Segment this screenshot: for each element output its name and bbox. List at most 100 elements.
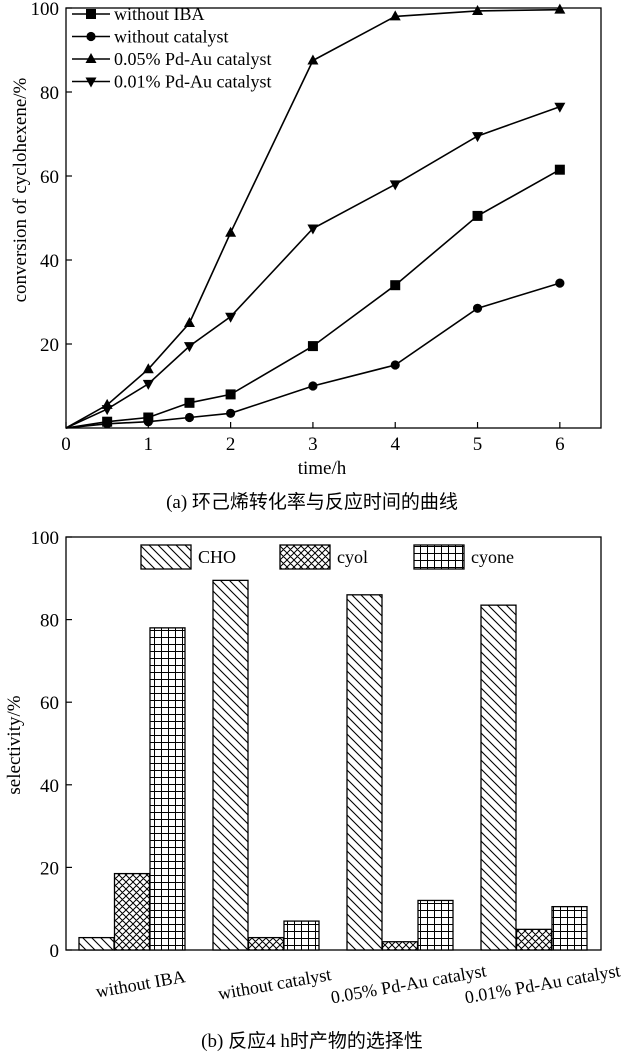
y-tick-label: 40: [40, 251, 59, 272]
series-circle: [65, 278, 565, 429]
y-tick-label: 80: [40, 611, 59, 632]
legend-label: without IBA: [114, 4, 205, 24]
x-tick-label: 0: [61, 434, 71, 455]
y-tick-label: 40: [40, 776, 59, 797]
conversion-line-chart: 0 1 2 3 4 5 6 20 40 60 80 100 without IBA without ca…: [10, 0, 602, 513]
chart-b-legend: CHO cyol cyone: [140, 544, 514, 570]
y-tick-label: 100: [31, 528, 60, 549]
y-tick-label: 0: [50, 941, 60, 962]
series-triangle-up: [65, 3, 566, 429]
data-point: [225, 312, 237, 323]
data-point: [554, 164, 565, 175]
data-point: [183, 317, 195, 327]
data-point: [143, 417, 153, 427]
data-point: [142, 379, 154, 390]
bar-cho: [78, 936, 115, 951]
data-point: [554, 102, 566, 113]
chart-b-frame: [65, 536, 602, 951]
data-point: [390, 280, 401, 291]
x-category-label: 0.05% Pd-Au catalyst: [329, 960, 488, 1007]
bar-cyol: [381, 941, 419, 951]
data-point: [307, 54, 319, 65]
data-point: [390, 360, 400, 370]
legend-label: 0.05% Pd-Au catalyst: [114, 49, 271, 69]
data-point: [554, 3, 566, 14]
legend-item: 0.01% Pd-Au catalyst: [72, 72, 271, 92]
data-point: [472, 132, 484, 143]
y-tick-label: 80: [40, 83, 59, 104]
bar-cyol: [247, 936, 285, 951]
chart-b-caption: (b) 反应4 h时产物的选择性: [201, 1030, 423, 1052]
x-tick-label: 2: [226, 434, 236, 455]
bar-group: 0.05% Pd-Au catalyst: [329, 594, 488, 1007]
legend-item: without IBA: [72, 4, 205, 24]
data-point: [389, 10, 401, 21]
data-point: [184, 412, 195, 423]
data-point: [307, 341, 318, 352]
data-point: [307, 224, 319, 235]
bar-cyone: [417, 899, 454, 951]
x-category-label: 0.01% Pd-Au catalyst: [463, 960, 622, 1007]
chart-a-series: [65, 3, 566, 429]
x-tick-label: 6: [555, 434, 565, 455]
chart-a-frame: [65, 7, 602, 429]
bar-cyone: [551, 905, 588, 951]
bar-cho: [346, 594, 383, 951]
x-category-label: without catalyst: [216, 964, 332, 1004]
data-point: [225, 226, 237, 237]
bar-cyol: [113, 872, 151, 951]
data-point: [555, 278, 565, 288]
chart-a-caption: (a) 环己烯转化率与反应时间的曲线: [166, 491, 458, 513]
x-tick-label: 3: [308, 434, 318, 455]
data-point: [183, 342, 195, 353]
series-triangle-down: [65, 102, 566, 429]
x-category-label: without IBA: [94, 966, 187, 1001]
bar-cyone: [149, 627, 186, 951]
chart-a-y-axis-title: conversion of cyclohexene/%: [10, 77, 31, 302]
y-tick-label: 60: [40, 167, 59, 188]
data-point: [225, 389, 236, 400]
legend-marker: [85, 77, 97, 88]
legend-marker: [86, 31, 96, 42]
data-point: [472, 303, 483, 313]
bar-group: without IBA: [78, 627, 187, 1002]
data-point: [184, 397, 195, 408]
data-point: [101, 405, 113, 416]
chart-b-y-axis-title: selectivity/%: [4, 695, 25, 794]
legend-item: cyol: [279, 544, 368, 570]
bar-group: 0.01% Pd-Au catalyst: [463, 604, 622, 1007]
series-line: [65, 105, 561, 429]
bar-cyone: [283, 920, 320, 951]
legend-item: without catalyst: [72, 27, 228, 47]
legend-label: CHO: [198, 547, 236, 567]
selectivity-bar-chart: 0 20 40 60 80 100 without IBA without catalyst…: [4, 528, 622, 1052]
bar-cyol: [515, 928, 553, 951]
x-tick-label: 1: [144, 434, 154, 455]
legend-item: cyone: [413, 544, 514, 570]
legend-swatch: [413, 544, 465, 570]
legend-label: cyone: [471, 547, 514, 567]
data-point: [472, 210, 483, 221]
data-point: [226, 408, 236, 418]
chart-b-axes: 0 20 40 60 80 100: [31, 528, 602, 962]
chart-a-x-axis-title: time/h: [298, 458, 347, 479]
y-tick-label: 100: [31, 0, 60, 20]
legend-swatch: [279, 544, 331, 570]
legend-label: without catalyst: [114, 27, 228, 47]
legend-item: CHO: [140, 544, 236, 570]
y-tick-label: 20: [40, 858, 59, 879]
bar-group: without catalyst: [212, 579, 333, 1004]
data-point: [308, 381, 318, 391]
chart-a-axes: 0 1 2 3 4 5 6 20 40 60 80 100: [31, 0, 602, 455]
data-point: [472, 4, 484, 15]
x-tick-label: 4: [390, 434, 400, 455]
bar-cho: [212, 579, 249, 951]
legend-label: cyol: [337, 547, 368, 567]
y-tick-label: 20: [40, 335, 59, 356]
legend-marker: [85, 53, 97, 63]
data-point: [389, 180, 401, 191]
series-line: [65, 282, 561, 429]
data-point: [102, 419, 112, 429]
